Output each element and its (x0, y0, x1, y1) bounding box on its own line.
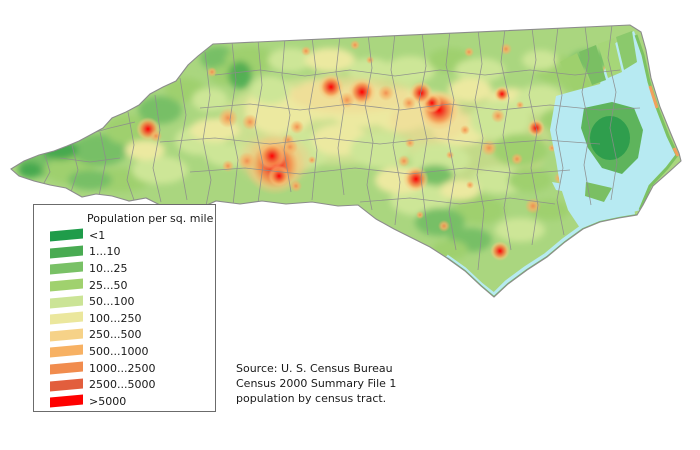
density-hotspot (207, 67, 217, 77)
legend-swatch (50, 394, 83, 408)
legend-swatch (50, 328, 83, 342)
legend-box: Population per sq. mile <1 1...10 10...25 2… (33, 204, 216, 412)
legend-label: 2500...5000 (89, 378, 156, 392)
density-hotspot (301, 46, 311, 56)
legend-label: >5000 (89, 394, 127, 408)
legend-row: 1...10 (34, 244, 215, 261)
legend-row: 2500...5000 (34, 376, 215, 393)
legend-swatch (50, 228, 83, 242)
density-hotspot (481, 140, 497, 156)
density-hotspot (398, 155, 410, 167)
legend-swatch (50, 262, 83, 275)
density-hotspot (491, 109, 505, 123)
density-hotspot (464, 47, 474, 57)
legend-label: <1 (89, 228, 106, 242)
legend-label: 1000...2500 (89, 361, 156, 375)
density-hotspot (350, 40, 360, 50)
legend-row: >5000 (34, 393, 215, 410)
source-line: population by census tract. (236, 392, 387, 405)
legend-swatch (50, 345, 83, 358)
northeast-peninsulas (560, 31, 637, 90)
density-hotspot (290, 180, 302, 192)
legend-swatch (50, 278, 83, 292)
density-hotspot (218, 108, 238, 128)
density-hotspot (258, 142, 286, 170)
density-hotspot (466, 181, 474, 189)
legend-row: 500...1000 (34, 343, 215, 360)
legend-row: 10...25 (34, 260, 215, 277)
legend-row: 1000...2500 (34, 360, 215, 377)
density-hotspot (494, 86, 510, 102)
legend-label: 50...100 (89, 295, 135, 309)
legend-row: 50...100 (34, 293, 215, 310)
legend-label: 100...250 (89, 311, 142, 325)
county-boundaries (43, 25, 641, 271)
legend-label: 250...500 (89, 328, 142, 342)
source-note: Source: U. S. Census Bureau Census 2000 … (236, 361, 396, 406)
legend-swatch (50, 311, 83, 325)
legend-swatch (50, 245, 83, 259)
density-hotspot (402, 96, 416, 110)
density-hotspot (516, 101, 524, 109)
state-outline (10, 24, 682, 298)
density-hotspot (242, 114, 258, 130)
density-hotspot (282, 134, 294, 146)
density-hotspot (366, 56, 374, 64)
density-hotspot (403, 166, 429, 192)
density-hotspot (222, 160, 234, 172)
density-hotspot (446, 151, 454, 159)
legend-row: 100...250 (34, 310, 215, 327)
legend-label: 10...25 (89, 261, 128, 275)
density-hotspot (268, 165, 290, 187)
density-hotspot (438, 220, 450, 232)
legend-swatch (50, 378, 83, 392)
legend-title: Population per sq. mile (87, 212, 214, 225)
legend-swatch (50, 361, 83, 375)
density-hotspot (416, 211, 424, 219)
density-hotspot (490, 241, 510, 261)
density-hotspot (339, 92, 355, 108)
legend-label: 500...1000 (89, 344, 149, 358)
density-hotspot (238, 152, 256, 170)
legend-row: 25...50 (34, 277, 215, 294)
density-hotspot (308, 156, 316, 164)
density-hotspot (511, 153, 523, 165)
density-hotspot (378, 85, 394, 101)
urban-density-hotspots (136, 40, 612, 261)
legend-swatch (50, 295, 83, 309)
density-hotspot (290, 120, 304, 134)
legend-row: <1 (34, 227, 215, 244)
source-line: Census 2000 Summary File 1 (236, 377, 397, 390)
legend-label: 25...50 (89, 278, 128, 292)
source-line: Source: U. S. Census Bureau (236, 362, 393, 375)
density-hotspot (405, 138, 415, 148)
legend-row: 250...500 (34, 327, 215, 344)
density-hotspot (460, 125, 470, 135)
density-hotspot (150, 130, 162, 142)
legend-label: 1...10 (89, 245, 121, 259)
legend-rows: <1 1...10 10...25 25...50 50...100 100...250 2… (34, 227, 215, 410)
